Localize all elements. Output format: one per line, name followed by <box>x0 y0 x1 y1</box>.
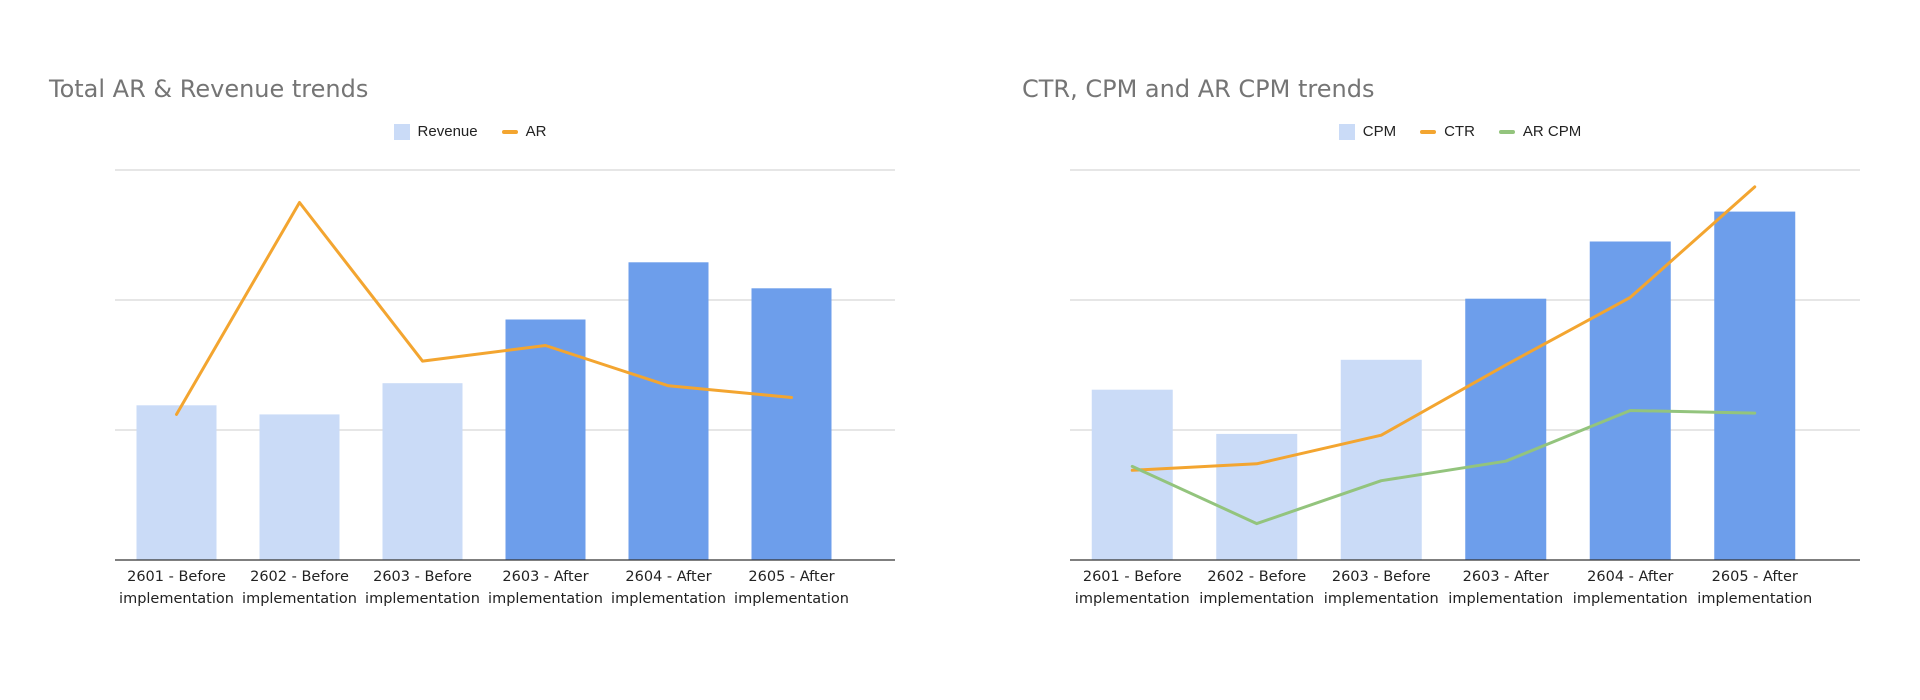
x-tick-label-line: 2603 - Before <box>1332 569 1431 585</box>
bar <box>136 405 217 560</box>
x-tick-label-line: 2603 - After <box>1463 569 1549 585</box>
legend-label-revenue: Revenue <box>417 123 478 140</box>
legend-item-cpm: CPM <box>1338 123 1397 140</box>
bar <box>1589 241 1671 560</box>
chart-title: Total AR & Revenue trends <box>49 75 369 103</box>
x-tick-label-line: 2603 - After <box>502 569 588 585</box>
x-tick-label-line: implementation <box>242 591 357 607</box>
chart-panel-ar-revenue: Total AR & Revenue trends Revenue AR 260… <box>0 75 950 607</box>
x-tick-label-line: implementation <box>1697 591 1812 607</box>
x-tick-label: 2603 - After implementation <box>1448 569 1563 607</box>
x-tick-label-line: 2604 - After <box>625 569 711 585</box>
bar <box>1340 359 1422 560</box>
x-tick-label: 2605 - After implementation <box>734 569 849 607</box>
x-tick-label-line: 2601 - Before <box>1083 569 1182 585</box>
legend-label-ar-cpm: AR CPM <box>1522 123 1582 140</box>
series-line-ar <box>175 201 793 416</box>
legend-item-revenue: Revenue <box>393 123 478 140</box>
x-tick-label-line: implementation <box>1199 591 1314 607</box>
bar <box>628 262 709 560</box>
bar <box>259 414 340 560</box>
bar <box>382 383 463 560</box>
bar <box>1091 389 1173 560</box>
x-tick-label: 2603 - Before implementation <box>1324 569 1439 607</box>
x-tick-label-line: implementation <box>1075 591 1190 607</box>
legend-label-cpm: CPM <box>1362 123 1397 140</box>
x-tick-label: 2603 - After implementation <box>488 569 603 607</box>
chart-title: CTR, CPM and AR CPM trends <box>1022 75 1375 103</box>
legend-item-ar: AR <box>501 123 547 140</box>
series-line-ar-cpm <box>1130 409 1757 526</box>
x-tick-label: 2601 - Before implementation <box>1075 569 1190 607</box>
bar <box>1714 211 1796 560</box>
chart-legend: Revenue AR <box>0 123 950 140</box>
x-tick-label-line: 2601 - Before <box>127 569 226 585</box>
legend-swatch-ar <box>501 129 518 134</box>
legend-swatch-cpm <box>1338 123 1355 140</box>
x-tick-label-line: implementation <box>1573 591 1688 607</box>
x-tick-label-line: implementation <box>365 591 480 607</box>
legend-label-ar: AR <box>525 123 547 140</box>
x-tick-label-line: implementation <box>611 591 726 607</box>
legend-swatch-ar-cpm <box>1498 129 1515 134</box>
x-tick-label: 2602 - Before implementation <box>1199 569 1314 607</box>
x-tick-label-line: implementation <box>1448 591 1563 607</box>
legend-item-ar-cpm: AR CPM <box>1498 123 1582 140</box>
x-tick-label-line: 2605 - After <box>1712 569 1798 585</box>
legend-item-ctr: CTR <box>1420 123 1475 140</box>
series-line-ctr <box>1130 185 1757 472</box>
x-tick-label: 2604 - After implementation <box>611 569 726 607</box>
chart-legend: CPM CTR AR CPM <box>980 123 1920 140</box>
bar <box>1216 433 1298 560</box>
x-tick-label-line: 2603 - Before <box>373 569 472 585</box>
x-tick-label-line: implementation <box>734 591 849 607</box>
bar <box>505 319 586 560</box>
legend-swatch-revenue <box>393 123 410 140</box>
x-tick-label-line: 2604 - After <box>1587 569 1673 585</box>
x-tick-label: 2604 - After implementation <box>1573 569 1688 607</box>
x-tick-label: 2605 - After implementation <box>1697 569 1812 607</box>
x-tick-label-line: implementation <box>488 591 603 607</box>
x-tick-label: 2603 - Before implementation <box>365 569 480 607</box>
x-tick-label-line: 2602 - Before <box>1207 569 1306 585</box>
legend-swatch-ctr <box>1420 129 1437 134</box>
x-tick-label: 2601 - Before implementation <box>119 569 234 607</box>
x-tick-label-line: implementation <box>119 591 234 607</box>
bar <box>1465 298 1547 560</box>
x-tick-label-line: 2605 - After <box>748 569 834 585</box>
chart-panel-ctr-cpm: CTR, CPM and AR CPM trends CPM CTR AR CP… <box>960 0 1920 700</box>
legend-label-ctr: CTR <box>1444 123 1475 140</box>
x-tick-label-line: 2602 - Before <box>250 569 349 585</box>
x-tick-label-line: implementation <box>1324 591 1439 607</box>
bar <box>751 288 832 560</box>
x-tick-label: 2602 - Before implementation <box>242 569 357 607</box>
